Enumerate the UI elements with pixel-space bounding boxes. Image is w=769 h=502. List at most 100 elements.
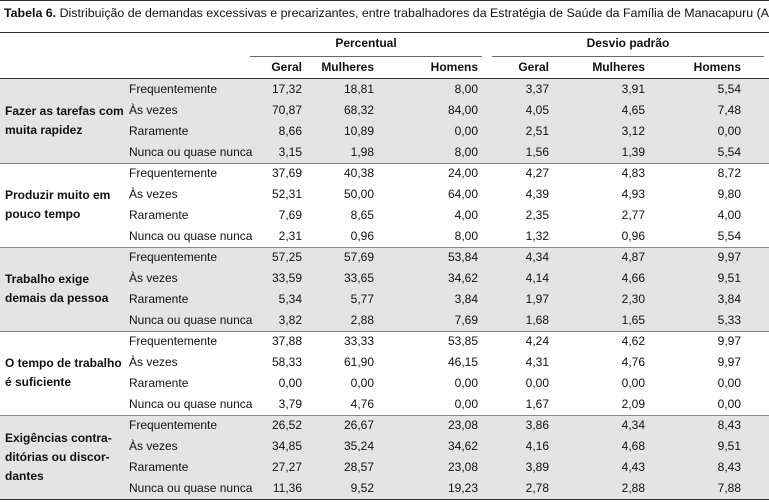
row-label: Nunca ou quase nunca <box>129 397 253 411</box>
group-band <box>0 247 769 331</box>
cell-value: 37,88 <box>271 334 302 348</box>
cell-value: 46,15 <box>447 355 478 369</box>
cell-value: 4,76 <box>350 397 374 411</box>
cell-value: 0,00 <box>454 376 478 390</box>
cell-value: 2,78 <box>525 481 549 495</box>
cell-value: 4,34 <box>621 418 645 432</box>
row-label: Às vezes <box>129 103 178 117</box>
row-label: Frequentemente <box>129 334 218 348</box>
cell-value: 34,62 <box>447 439 478 453</box>
cell-value: 26,67 <box>343 418 374 432</box>
cell-value: 5,34 <box>278 292 302 306</box>
column-header: Geral <box>271 60 302 74</box>
cell-value: 5,54 <box>717 145 741 159</box>
row-label: Às vezes <box>129 355 178 369</box>
cell-value: 11,36 <box>272 481 302 495</box>
row-label: Nunca ou quase nunca <box>129 481 253 495</box>
cell-value: 7,69 <box>278 208 302 222</box>
group-rule <box>492 56 764 57</box>
cell-value: 9,51 <box>717 271 741 285</box>
cell-value: 9,97 <box>717 250 741 264</box>
cell-value: 9,51 <box>717 439 741 453</box>
group-label-line: pouco tempo <box>5 207 81 221</box>
group-label: Trabalho exige demais da pessoa <box>5 270 108 308</box>
cell-value: 8,65 <box>350 208 374 222</box>
cell-value: 7,69 <box>454 313 478 327</box>
cell-value: 3,84 <box>454 292 478 306</box>
cell-value: 53,84 <box>447 250 478 264</box>
cell-value: 34,85 <box>271 439 302 453</box>
row-label: Raramente <box>129 124 189 138</box>
row-label: Às vezes <box>129 187 178 201</box>
cell-value: 2,88 <box>621 481 645 495</box>
group-label-line: muita rapidez <box>5 123 83 137</box>
cell-value: 70,87 <box>271 103 302 117</box>
cell-value: 1,98 <box>350 145 374 159</box>
cell-value: 10,89 <box>343 124 374 138</box>
cell-value: 4,00 <box>717 208 741 222</box>
cell-value: 5,33 <box>717 313 741 327</box>
group-label-line: O tempo de trabalho <box>5 356 122 370</box>
row-label: Raramente <box>129 460 189 474</box>
cell-value: 4,31 <box>525 355 549 369</box>
cell-value: 27,27 <box>271 460 302 474</box>
cell-value: 3,86 <box>525 418 549 432</box>
group-band <box>0 415 769 499</box>
cell-value: 0,00 <box>350 376 374 390</box>
row-label: Frequentemente <box>129 82 218 96</box>
column-header: Homens <box>430 60 478 74</box>
cell-value: 18,81 <box>343 82 374 96</box>
cell-value: 1,97 <box>525 292 549 306</box>
cell-value: 0,96 <box>621 229 645 243</box>
cell-value: 5,54 <box>717 229 741 243</box>
cell-value: 0,00 <box>525 376 549 390</box>
row-label: Raramente <box>129 376 189 390</box>
cell-value: 4,34 <box>525 250 549 264</box>
row-label: Frequentemente <box>129 418 218 432</box>
cell-value: 0,00 <box>278 376 302 390</box>
group-label: O tempo de trabalho é suficiente <box>5 354 122 392</box>
cell-value: 2,77 <box>621 208 645 222</box>
cell-value: 57,69 <box>343 250 374 264</box>
cell-value: 26,52 <box>271 418 302 432</box>
cell-value: 4,05 <box>525 103 549 117</box>
top-rule <box>0 0 769 1</box>
group-label: Produzir muito em pouco tempo <box>5 186 110 224</box>
cell-value: 8,00 <box>454 82 478 96</box>
cell-value: 1,65 <box>621 313 645 327</box>
cell-value: 53,85 <box>447 334 478 348</box>
cell-value: 35,24 <box>343 439 374 453</box>
row-label: Frequentemente <box>129 166 218 180</box>
cell-value: 8,72 <box>717 166 741 180</box>
group-rule <box>0 247 769 248</box>
group-band <box>0 79 769 163</box>
cell-value: 5,54 <box>717 82 741 96</box>
group-label-line: ditórias ou discor- <box>5 449 110 464</box>
cell-value: 19,23 <box>447 481 478 495</box>
column-group-header: Percentual <box>335 36 397 50</box>
row-label: Nunca ou quase nunca <box>129 229 253 243</box>
cell-value: 23,08 <box>447 460 478 474</box>
cell-value: 4,62 <box>621 334 645 348</box>
cell-value: 0,00 <box>717 397 741 411</box>
cell-value: 8,00 <box>454 229 478 243</box>
cell-value: 4,16 <box>525 439 549 453</box>
group-rule <box>0 331 769 332</box>
cell-value: 1,32 <box>525 229 549 243</box>
group-label-line: é suficiente <box>5 375 72 389</box>
title-label: Tabela 6. <box>4 6 57 20</box>
cell-value: 9,97 <box>717 355 741 369</box>
group-rule <box>250 56 482 57</box>
column-header: Mulheres <box>592 60 645 74</box>
cell-value: 4,93 <box>621 187 645 201</box>
group-label-line: Fazer as tarefas com <box>5 104 124 118</box>
cell-value: 7,48 <box>717 103 741 117</box>
bottom-rule <box>0 499 769 500</box>
cell-value: 3,79 <box>278 397 302 411</box>
cell-value: 52,31 <box>271 187 302 201</box>
row-label: Nunca ou quase nunca <box>129 145 253 159</box>
title-text: Distribuição de demandas excessivas e pr… <box>59 6 769 20</box>
cell-value: 2,31 <box>278 229 302 243</box>
cell-value: 33,59 <box>271 271 302 285</box>
